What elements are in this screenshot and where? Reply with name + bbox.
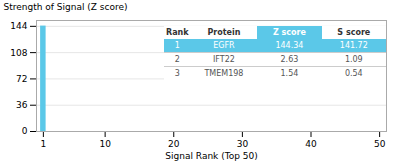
- html-text:2: 2: [174, 55, 180, 64]
- html-text:S score: S score: [337, 28, 371, 37]
- html-text:3: 3: [174, 69, 180, 78]
- svg-text:Strength of Signal (Z score): Strength of Signal (Z score): [4, 2, 128, 12]
- svg-text:72: 72: [16, 74, 27, 84]
- svg-text:50: 50: [374, 139, 386, 149]
- html-text:141.72: 141.72: [339, 41, 368, 50]
- svg-text:10: 10: [99, 139, 111, 149]
- svg-text:40: 40: [305, 139, 317, 149]
- html-text:Protein: Protein: [207, 28, 241, 37]
- svg-text:36: 36: [16, 100, 28, 110]
- html-text:1: 1: [174, 41, 180, 50]
- svg-text:Signal Rank (Top 50): Signal Rank (Top 50): [165, 151, 257, 161]
- html-text:144.34: 144.34: [275, 41, 304, 50]
- html-text:IFT22: IFT22: [213, 55, 235, 64]
- html-text:1.54: 1.54: [280, 69, 299, 78]
- html-text:0.54: 0.54: [344, 69, 363, 78]
- svg-text:0: 0: [22, 126, 28, 136]
- svg-text:30: 30: [237, 139, 249, 149]
- svg-text:144: 144: [10, 21, 27, 31]
- html-text:1.09: 1.09: [344, 55, 363, 64]
- html-text:TMEM198: TMEM198: [204, 69, 244, 78]
- html-text:EGFR: EGFR: [213, 41, 235, 50]
- html-text:Z score: Z score: [272, 28, 306, 37]
- svg-text:1: 1: [40, 139, 46, 149]
- svg-text:108: 108: [10, 48, 27, 58]
- html-text:Rank: Rank: [166, 28, 189, 37]
- html-text:2.63: 2.63: [280, 55, 299, 64]
- svg-text:20: 20: [168, 139, 180, 149]
